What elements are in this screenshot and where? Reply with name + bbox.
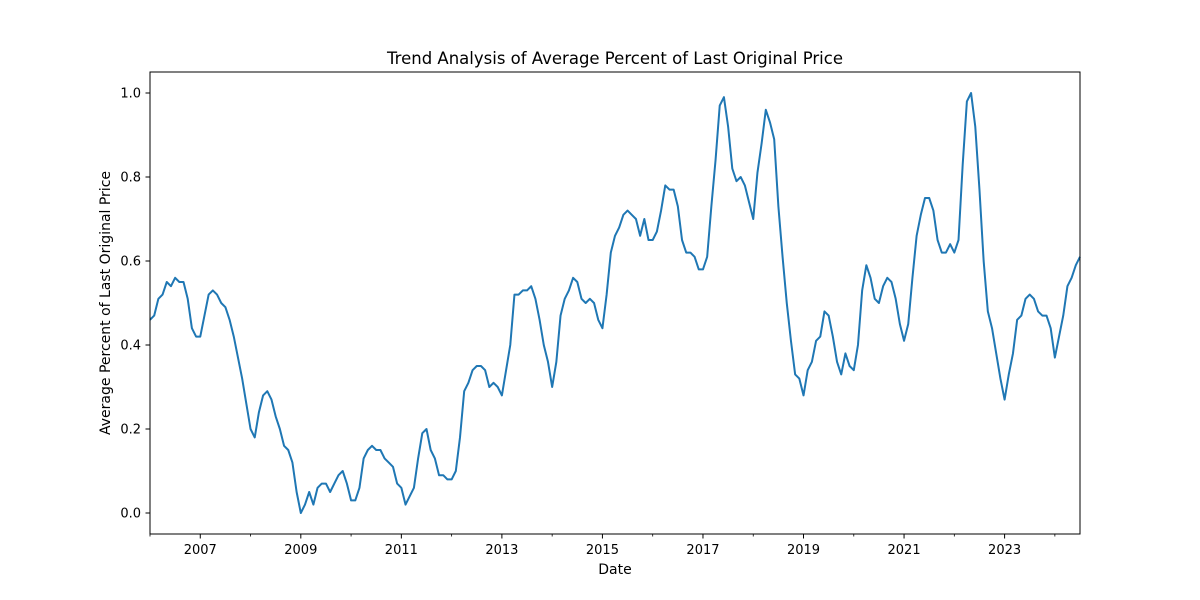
x-tick-label: 2013 [485,543,518,558]
x-axis: 2007 2009 2011 2013 2015 2017 2019 2021 2023 [149,534,1056,558]
x-tick-label: 2009 [284,543,317,558]
plot-area [149,92,1081,514]
x-axis-label: Date [598,562,631,578]
y-tick-label: 0.8 [120,171,141,186]
x-tick-label: 2023 [988,543,1021,558]
y-axis: 0.0 0.2 0.4 0.6 0.8 1.0 [120,87,150,522]
y-axis-label: Average Percent of Last Original Price [98,171,114,435]
y-tick-label: 0.2 [120,423,141,438]
x-tick-label: 2015 [586,543,619,558]
y-tick-label: 0.4 [120,339,141,354]
plot-frame [149,71,1081,535]
y-tick-label: 0.6 [120,255,141,270]
y-tick-label: 0.0 [120,507,141,522]
x-tick-label: 2017 [686,543,719,558]
y-tick-label: 1.0 [120,87,141,102]
x-tick-label: 2019 [787,543,820,558]
x-tick-label: 2007 [184,543,217,558]
chart-title: Trend Analysis of Average Percent of Las… [386,49,843,68]
series-line-0 [149,92,1081,514]
x-tick-label: 2021 [888,543,921,558]
x-tick-label: 2011 [385,543,418,558]
